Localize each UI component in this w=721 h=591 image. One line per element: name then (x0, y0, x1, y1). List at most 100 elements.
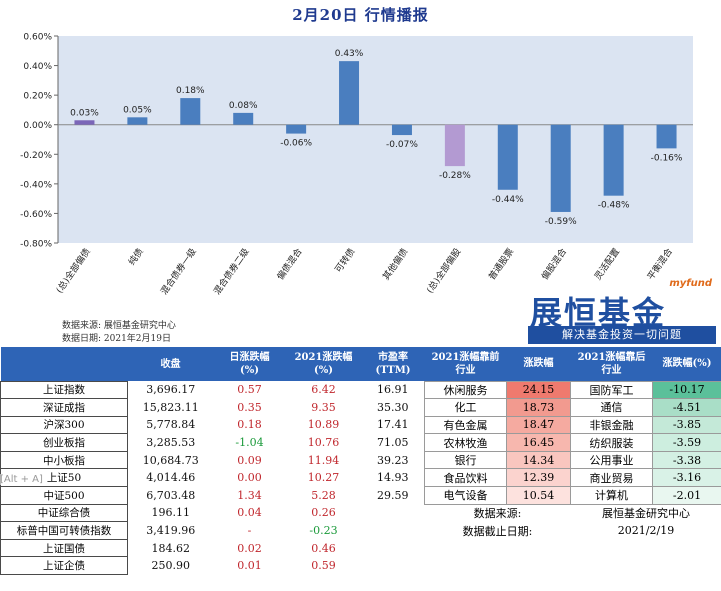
ytd-change-cell: 0.59 (311, 559, 336, 573)
top-industry-cell: 农林牧渔 (424, 433, 507, 452)
close-cell: 250.90 (151, 559, 191, 573)
bar-value-label: 0.18% (176, 86, 205, 96)
bottom-change-cell: -3.85 (652, 415, 721, 435)
bottom-industry-cell: 非银金融 (570, 415, 653, 435)
table-row: 上证国债 184.62 0.02 0.46 (0, 538, 721, 558)
logo-brand: 展恒基金 (530, 294, 667, 332)
ytd-change-cell: 11.94 (307, 453, 340, 467)
daily-change-cell: 0.01 (237, 559, 262, 573)
daily-change-cell: 0.09 (237, 453, 262, 467)
daily-change-cell: 0.57 (237, 383, 262, 397)
brand-logo: myfund 展恒基金 解决基金投资一切问题 (528, 278, 718, 346)
top-change-cell: 16.45 (506, 433, 571, 452)
x-category-label: 偏股混合 (539, 246, 569, 282)
pe-cell: 35.30 (377, 400, 409, 414)
top-change-cell: 12.39 (506, 468, 571, 488)
table-row: 深证成指 15,823.11 0.35 9.35 35.30 化工 18.73 通信 -4.51 (0, 398, 721, 417)
bottom-industry-cell: 计算机 (570, 486, 653, 505)
close-cell: 15,823.11 (142, 400, 199, 414)
top-change-cell: 24.15 (506, 380, 571, 400)
x-category-label: (总)全部偏债 (53, 246, 93, 296)
ytd-change-cell: 0.46 (311, 541, 336, 555)
index-name-cell: 上证指数 (0, 380, 128, 400)
pe-cell: 16.91 (377, 383, 409, 397)
pe-cell (362, 522, 425, 540)
header-top-change: 涨跌幅 (506, 347, 571, 381)
header-bottom-change: 涨跌幅(%) (652, 347, 721, 381)
bottom-change-cell: -4.51 (652, 398, 721, 417)
close-cell: 5,778.84 (146, 418, 196, 432)
y-tick-label: -0.60% (20, 210, 52, 220)
table-row: 上证指数 3,696.17 0.57 6.42 16.91 休闲服务 24.15 国防军工 -1… (0, 380, 721, 400)
page-title: 2月20日 行情播报 (292, 6, 429, 24)
x-category-label: 其他偏债 (380, 246, 410, 282)
daily-change-cell: 1.34 (237, 488, 262, 502)
close-cell: 6,703.48 (146, 488, 196, 502)
bar-value-label: -0.06% (280, 139, 312, 149)
note-value-cell: 展恒基金研究中心 (602, 507, 690, 521)
bar (444, 124, 465, 167)
x-category-label: 灵活配置 (592, 246, 622, 282)
bottom-industry-cell: 通信 (570, 398, 653, 417)
bar (127, 117, 148, 125)
index-name-cell: 上证国债 (0, 538, 128, 558)
ytd-change-cell: 9.35 (311, 400, 336, 414)
table-row: 上证50 4,014.46 0.00 10.27 14.93 食品饮料 12.39 商业贸易 -… (0, 468, 721, 488)
bar (180, 98, 201, 125)
bar (233, 112, 254, 125)
pe-cell (362, 557, 425, 575)
daily-change-cell: 0.18 (237, 418, 262, 432)
index-name-cell: 中小板指 (0, 450, 128, 470)
close-cell: 3,696.17 (146, 383, 196, 397)
x-category-label: 可转债 (332, 246, 357, 275)
ytd-change-cell: 10.27 (307, 471, 340, 485)
pe-cell (362, 504, 425, 522)
ytd-change-cell: 10.76 (307, 436, 340, 450)
bar (656, 124, 677, 149)
x-category-label: 混合债券二级 (211, 246, 252, 297)
pe-cell: 17.41 (377, 418, 409, 432)
y-tick-label: 0.20% (23, 92, 52, 102)
chart-date-line: 数据日期: 2021年2月19日 (62, 334, 171, 344)
table-header-row: 收盘 日涨跌幅 (%) 2021涨跌幅 (%) 市盈率 (TTM) 2021涨幅靠前行… (0, 347, 721, 381)
daily-change-cell: 0.35 (237, 400, 262, 414)
ytd-change-cell: 0.26 (311, 506, 336, 520)
x-category-label: 平衡混合 (645, 246, 675, 282)
index-name-cell: 标普中国可转债指数 (0, 521, 128, 540)
table-row: 上证企债 250.90 0.01 0.59 (0, 556, 721, 576)
bar-value-label: -0.16% (651, 153, 683, 163)
daily-change-cell: -1.04 (235, 436, 264, 450)
bar (603, 124, 624, 196)
bar-value-label: -0.28% (439, 171, 471, 181)
top-industry-cell: 银行 (424, 450, 507, 470)
y-tick-label: 0.00% (23, 121, 52, 131)
daily-change-cell: 0.04 (237, 506, 262, 520)
top-industry-cell: 食品饮料 (424, 468, 507, 488)
close-cell: 184.62 (151, 541, 191, 555)
pe-cell (362, 539, 425, 557)
top-change-cell: 18.47 (506, 415, 571, 435)
bar-value-label: 0.05% (123, 105, 152, 115)
close-cell: 4,014.46 (146, 471, 196, 485)
bottom-industry-cell: 纺织服装 (570, 433, 653, 452)
close-cell: 10,684.73 (142, 453, 199, 467)
table-row: 中证500 6,703.48 1.34 5.28 29.59 电气设备 10.54 计算机 -2… (0, 486, 721, 505)
bar-value-label: -0.07% (386, 140, 418, 150)
table-row: 沪深300 5,778.84 0.18 10.89 17.41 有色金属 18.47 非银金融… (0, 415, 721, 435)
bar-value-label: 0.08% (229, 101, 258, 111)
x-category-label: 普通股票 (486, 246, 516, 282)
market-table: 收盘 日涨跌幅 (%) 2021涨跌幅 (%) 市盈率 (TTM) 2021涨幅靠前行… (0, 347, 721, 576)
y-tick-label: -0.20% (20, 151, 52, 161)
bar-value-label: -0.48% (598, 201, 630, 211)
y-tick-label: 0.40% (23, 62, 52, 72)
y-tick-label: -0.40% (20, 180, 52, 190)
daily-change-cell: 0.00 (237, 471, 262, 485)
top-change-cell: 10.54 (506, 486, 571, 505)
header-ytd: 2021涨跌幅 (%) (285, 347, 362, 381)
index-name-cell: 中证综合债 (0, 503, 128, 523)
bar (339, 61, 360, 125)
bottom-industry-cell: 国防军工 (570, 380, 653, 400)
top-industry-cell: 休闲服务 (424, 380, 507, 400)
note-label-cell: 数据来源: (473, 507, 522, 521)
ytd-change-cell: 10.89 (307, 418, 340, 432)
